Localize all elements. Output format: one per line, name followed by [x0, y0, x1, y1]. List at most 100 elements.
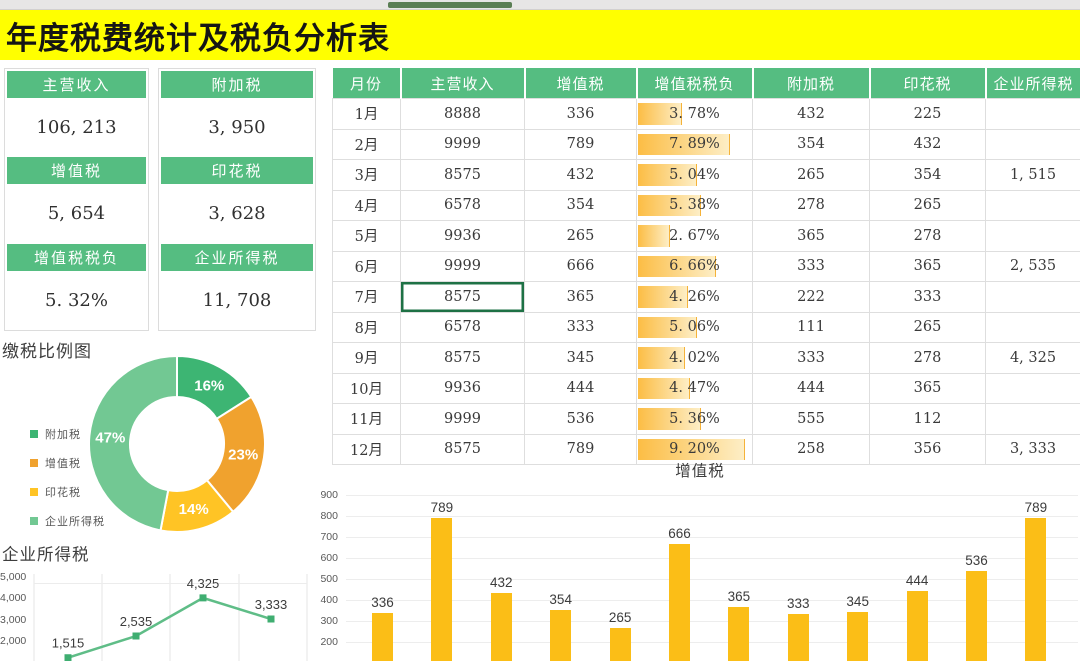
summary-card-header[interactable]: 主营收入: [7, 71, 146, 98]
value-cell[interactable]: 333: [524, 311, 637, 343]
bar-chart-bar[interactable]: [906, 590, 928, 661]
month-cell[interactable]: 1月: [332, 98, 401, 130]
value-cell[interactable]: 258: [752, 433, 870, 465]
value-cell[interactable]: 4, 325: [985, 342, 1080, 374]
value-cell[interactable]: 333: [752, 250, 870, 282]
value-cell[interactable]: 789: [524, 433, 637, 465]
line-chart-data-marker[interactable]: [132, 632, 140, 640]
value-cell[interactable]: 555: [752, 403, 870, 435]
income-tax-line-chart[interactable]: 1,515 2,535 4,325 3,333 5,000 4,000 3,000 2,00…: [0, 560, 320, 661]
month-cell[interactable]: 8月: [332, 311, 401, 343]
value-cell[interactable]: [985, 189, 1080, 221]
month-cell[interactable]: 5月: [332, 220, 401, 252]
value-cell[interactable]: [985, 311, 1080, 343]
table-column-header[interactable]: 印花税: [868, 68, 986, 99]
donut-slice-4[interactable]: [88, 354, 178, 532]
value-cell[interactable]: 5. 06%: [636, 311, 753, 343]
value-cell[interactable]: 4. 47%: [636, 372, 753, 404]
bar-chart-bar[interactable]: [1025, 518, 1047, 661]
value-cell[interactable]: 2. 67%: [636, 220, 753, 252]
month-cell[interactable]: 7月: [332, 281, 401, 313]
donut-slice-2[interactable]: [205, 395, 266, 514]
value-cell[interactable]: [985, 281, 1080, 313]
line-chart-data-marker[interactable]: [64, 654, 72, 661]
value-cell[interactable]: 432: [752, 98, 870, 130]
selected-cell[interactable]: 8575: [400, 281, 525, 313]
value-cell[interactable]: 365: [524, 281, 637, 313]
value-cell[interactable]: [985, 98, 1080, 130]
table-column-header[interactable]: 月份: [332, 68, 401, 99]
value-cell[interactable]: 536: [524, 403, 637, 435]
excel-column-header-strip[interactable]: [0, 0, 1080, 10]
bar-chart-bar[interactable]: [431, 518, 453, 661]
value-cell[interactable]: 222: [752, 281, 870, 313]
value-cell[interactable]: 6578: [400, 189, 525, 221]
bar-chart-bar[interactable]: [728, 607, 750, 661]
bar-chart-bar[interactable]: [609, 628, 631, 661]
value-cell[interactable]: 2, 535: [985, 250, 1080, 282]
month-cell[interactable]: 12月: [332, 433, 401, 465]
bar-chart-bar[interactable]: [669, 544, 690, 661]
bar-chart-bar[interactable]: [966, 571, 987, 661]
table-column-header[interactable]: 增值税税负: [635, 68, 753, 99]
value-cell[interactable]: 278: [869, 342, 986, 374]
vat-bar-chart[interactable]: 增值税 900 800 700 600 500 400 300 200 336 789 432 354…: [320, 455, 1080, 661]
month-cell[interactable]: 11月: [332, 403, 401, 435]
value-cell[interactable]: [985, 372, 1080, 404]
value-cell[interactable]: 333: [752, 342, 870, 374]
value-cell[interactable]: 278: [752, 189, 870, 221]
value-cell[interactable]: 6578: [400, 311, 525, 343]
value-cell[interactable]: 354: [524, 189, 637, 221]
line-chart-data-marker[interactable]: [199, 594, 207, 602]
value-cell[interactable]: 336: [524, 98, 637, 130]
bar-chart-bar[interactable]: [372, 613, 393, 661]
donut-chart-legend[interactable]: 附加税 增值税 印花税 企业所得税: [30, 419, 105, 535]
value-cell[interactable]: 444: [752, 372, 870, 404]
month-cell[interactable]: 9月: [332, 342, 401, 374]
table-column-header[interactable]: 附加税: [751, 68, 870, 99]
value-cell[interactable]: 265: [869, 189, 986, 221]
value-cell[interactable]: 112: [869, 403, 986, 435]
summary-card-value[interactable]: 11, 708: [202, 289, 272, 311]
bar-chart-bar[interactable]: [787, 614, 809, 661]
month-cell[interactable]: 2月: [332, 128, 401, 160]
table-column-header[interactable]: 增值税: [523, 68, 637, 99]
value-cell[interactable]: 5. 38%: [636, 189, 753, 221]
value-cell[interactable]: 1, 515: [985, 159, 1080, 191]
legend-item[interactable]: 增值税: [30, 448, 105, 477]
summary-card-value[interactable]: 106, 213: [36, 117, 117, 139]
value-cell[interactable]: 9936: [400, 372, 525, 404]
summary-card-value[interactable]: 3, 628: [208, 203, 266, 225]
summary-card-value[interactable]: 5, 654: [47, 203, 106, 225]
table-column-header[interactable]: 主营收入: [399, 68, 525, 99]
summary-card-header[interactable]: 附加税: [161, 71, 313, 98]
summary-card-header[interactable]: 增值税: [7, 157, 146, 185]
month-cell[interactable]: 3月: [332, 159, 401, 191]
value-cell[interactable]: 265: [869, 311, 986, 343]
value-cell[interactable]: 225: [869, 98, 986, 130]
value-cell[interactable]: 9999: [400, 128, 525, 160]
value-cell[interactable]: 9936: [400, 220, 525, 252]
summary-card-value[interactable]: 5. 32%: [45, 289, 108, 311]
value-cell[interactable]: 345: [524, 342, 637, 374]
value-cell[interactable]: 265: [524, 220, 637, 252]
line-chart-series[interactable]: [67, 596, 272, 659]
tax-proportion-donut-chart[interactable]: 16% 23% 14% 47%: [88, 354, 266, 534]
value-cell[interactable]: 6. 66%: [636, 250, 753, 282]
value-cell[interactable]: 666: [524, 250, 637, 282]
summary-card-header[interactable]: 企业所得税: [161, 243, 313, 271]
value-cell[interactable]: 8575: [400, 433, 525, 465]
bar-chart-bar[interactable]: [847, 611, 869, 661]
bar-chart-bar[interactable]: [490, 593, 512, 661]
line-chart-data-marker[interactable]: [267, 615, 275, 623]
value-cell[interactable]: 4. 26%: [636, 281, 753, 313]
value-cell[interactable]: 7. 89%: [636, 128, 753, 160]
summary-card-header[interactable]: 增值税税负: [7, 243, 146, 271]
value-cell[interactable]: 432: [869, 128, 986, 160]
month-cell[interactable]: 4月: [332, 189, 401, 221]
value-cell[interactable]: 789: [524, 128, 637, 160]
value-cell[interactable]: 4. 02%: [636, 342, 753, 374]
summary-card-value[interactable]: 3, 950: [208, 117, 266, 139]
value-cell[interactable]: [985, 128, 1080, 160]
legend-item[interactable]: 附加税: [30, 419, 105, 448]
